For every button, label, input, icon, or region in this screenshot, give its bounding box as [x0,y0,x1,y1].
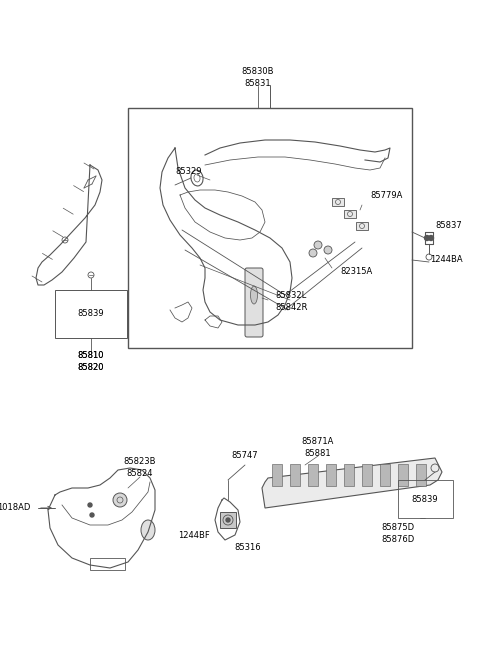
Bar [398,464,408,486]
Text: 85830B: 85830B [242,67,274,77]
Bar [380,464,390,486]
Bar [55,290,127,338]
Circle shape [314,241,322,249]
Polygon shape [262,458,442,508]
Text: 85779A: 85779A [370,191,402,200]
Ellipse shape [141,520,155,540]
Text: 85810: 85810 [78,350,104,360]
Text: 1244BA: 1244BA [430,255,463,265]
Text: 85747: 85747 [232,451,258,460]
Text: 1018AD: 1018AD [0,504,30,512]
Bar [272,464,282,486]
Circle shape [88,503,92,507]
Bar [362,464,372,486]
Circle shape [309,249,317,257]
Text: 85876D: 85876D [382,536,415,544]
Circle shape [90,513,94,517]
Bar [90,558,125,570]
FancyBboxPatch shape [245,268,263,337]
Text: 85839: 85839 [412,495,438,504]
Text: 85316: 85316 [235,544,261,553]
Text: 85820: 85820 [78,362,104,371]
Bar [398,480,453,518]
Text: 85831: 85831 [245,79,271,88]
Text: 85839: 85839 [78,309,104,318]
FancyBboxPatch shape [356,222,368,230]
Text: 85842R: 85842R [275,303,307,312]
Text: 85881: 85881 [305,449,331,457]
Circle shape [113,493,127,507]
Text: 85832L: 85832L [275,291,306,299]
Bar [308,464,318,486]
Text: 82315A: 82315A [340,267,372,276]
Bar [290,464,300,486]
Circle shape [424,236,430,240]
Text: 85820: 85820 [78,362,104,371]
Circle shape [429,236,433,240]
Text: 85871A: 85871A [302,438,334,447]
Bar [326,464,336,486]
Bar [128,108,412,348]
FancyBboxPatch shape [344,210,356,218]
Text: 85810: 85810 [78,350,104,360]
Text: 85329: 85329 [175,168,202,176]
Bar [416,464,426,486]
Bar [220,512,236,528]
Text: 1244BF: 1244BF [178,531,210,540]
Bar [344,464,354,486]
Text: 85837: 85837 [435,221,462,229]
Circle shape [226,518,230,522]
Text: 85823B: 85823B [124,457,156,466]
Ellipse shape [251,286,257,304]
Text: 85824: 85824 [127,470,153,479]
Circle shape [324,246,332,254]
FancyBboxPatch shape [332,198,344,206]
Text: 85875D: 85875D [382,523,415,533]
